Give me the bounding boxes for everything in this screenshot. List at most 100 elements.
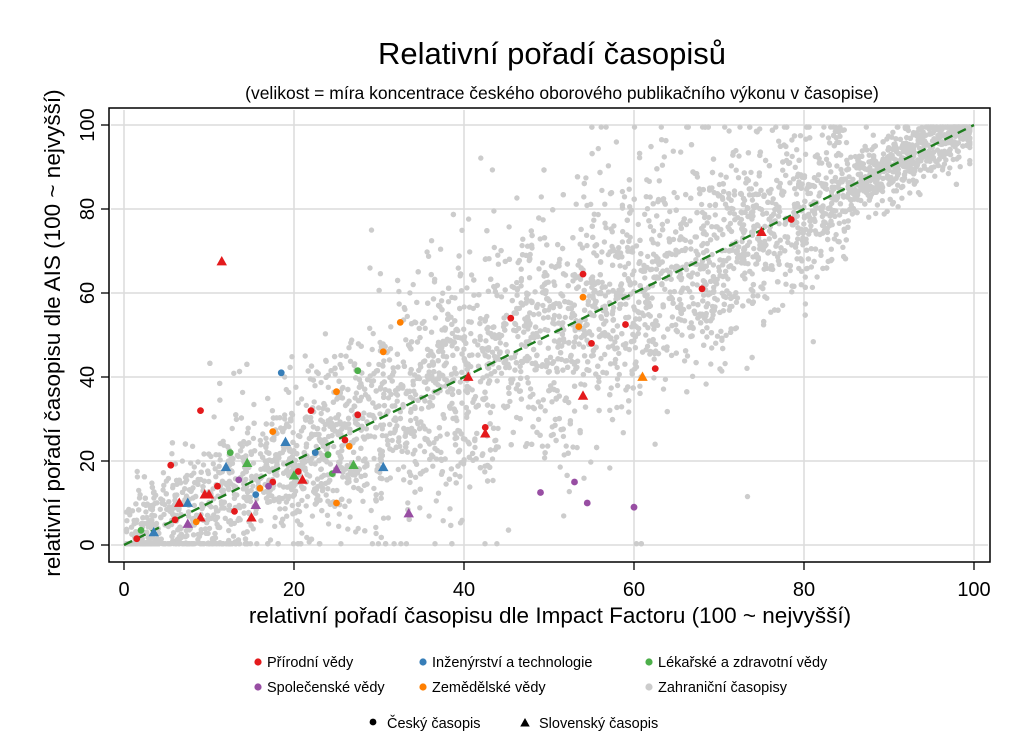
foreign-journal-point <box>427 456 433 462</box>
foreign-journal-point <box>652 441 658 447</box>
foreign-journal-point <box>820 183 826 189</box>
foreign-journal-point <box>295 501 302 508</box>
foreign-journal-point <box>320 405 326 412</box>
foreign-journal-point <box>853 195 859 201</box>
grid-lines <box>111 110 988 560</box>
foreign-journal-point <box>518 396 525 402</box>
foreign-journal-point <box>808 246 814 252</box>
foreign-journal-point <box>559 331 566 337</box>
foreign-journal-point <box>355 525 361 532</box>
foreign-journal-point <box>650 228 657 234</box>
foreign-journal-point <box>700 298 706 304</box>
foreign-journal-point <box>955 140 962 146</box>
foreign-journal-point <box>509 297 515 304</box>
foreign-journal-point <box>593 444 600 451</box>
foreign-journal-point <box>438 456 444 462</box>
foreign-journal-point <box>245 425 251 431</box>
foreign-journal-point <box>205 468 211 474</box>
foreign-journal-point <box>148 506 154 512</box>
foreign-journal-point <box>787 263 793 269</box>
foreign-journal-point <box>243 468 249 475</box>
foreign-journal-point <box>591 250 597 256</box>
foreign-journal-point <box>334 396 340 402</box>
foreign-journal-point <box>802 284 808 290</box>
foreign-journal-point <box>516 257 523 264</box>
foreign-journal-point <box>670 236 677 243</box>
foreign-journal-point <box>578 226 584 233</box>
foreign-journal-point <box>681 358 688 364</box>
foreign-journal-point <box>614 404 620 411</box>
foreign-journal-point <box>712 201 719 208</box>
foreign-journal-point <box>545 314 551 320</box>
foreign-journal-point <box>318 379 324 386</box>
foreign-journal-point <box>449 391 456 398</box>
foreign-journal-point <box>766 163 773 169</box>
foreign-journal-point <box>560 367 566 373</box>
foreign-journal-point <box>550 316 557 322</box>
foreign-journal-point <box>430 296 437 302</box>
foreign-journal-point <box>581 180 587 187</box>
foreign-journal-point <box>144 501 150 507</box>
foreign-journal-point <box>681 318 688 324</box>
foreign-journal-point <box>566 339 572 346</box>
chart-subtitle: (velikost = míra koncentrace českého obo… <box>245 83 879 103</box>
foreign-journal-point <box>723 332 729 338</box>
foreign-journal-point <box>568 305 575 312</box>
foreign-journal-point <box>668 276 674 282</box>
foreign-journal-point <box>537 340 543 346</box>
foreign-journal-point <box>560 426 566 432</box>
foreign-journal-point <box>353 390 360 396</box>
foreign-journal-point <box>557 464 563 470</box>
foreign-journal-point <box>433 456 440 462</box>
foreign-journal-point <box>231 491 238 498</box>
foreign-journal-point <box>726 191 732 197</box>
foreign-journal-point <box>514 279 520 286</box>
foreign-journal-point <box>799 258 805 264</box>
foreign-journal-point <box>652 341 659 348</box>
foreign-journal-point <box>787 180 793 186</box>
foreign-journal-point <box>688 320 694 326</box>
foreign-journal-point <box>323 480 329 487</box>
foreign-journal-point <box>226 541 232 547</box>
foreign-journal-point <box>367 265 373 271</box>
foreign-journal-point <box>331 353 338 360</box>
foreign-journal-point <box>466 441 472 447</box>
foreign-journal-point <box>621 271 628 278</box>
foreign-journal-point <box>950 156 956 163</box>
foreign-journal-point <box>664 218 671 224</box>
foreign-journal-point <box>385 408 391 414</box>
foreign-journal-point <box>660 196 667 202</box>
foreign-journal-point <box>395 364 401 370</box>
foreign-journal-point <box>332 371 338 377</box>
foreign-journal-point <box>276 499 282 505</box>
foreign-journal-point <box>163 478 170 484</box>
foreign-journal-point <box>717 309 723 316</box>
foreign-journal-point <box>776 208 783 215</box>
foreign-journal-point <box>698 201 705 208</box>
foreign-journal-point <box>471 277 477 283</box>
foreign-journal-point <box>428 329 435 335</box>
foreign-journal-point <box>721 216 727 223</box>
foreign-journal-point <box>503 357 509 363</box>
foreign-journal-point <box>332 365 338 371</box>
foreign-journal-point <box>837 201 844 207</box>
foreign-journal-point <box>404 388 410 394</box>
foreign-journal-point <box>217 380 223 387</box>
foreign-journal-point <box>898 155 905 162</box>
foreign-journal-point <box>190 541 196 547</box>
foreign-journal-point <box>651 356 657 362</box>
foreign-journal-point <box>136 507 142 513</box>
foreign-journal-point <box>271 437 277 443</box>
foreign-journal-point <box>614 382 621 389</box>
foreign-journal-point <box>706 259 713 265</box>
foreign-journal-point <box>824 186 830 192</box>
foreign-journal-point <box>718 328 724 334</box>
foreign-journal-point <box>670 148 676 154</box>
foreign-journal-point <box>808 264 815 270</box>
foreign-journal-point <box>406 469 413 475</box>
foreign-journal-point <box>655 241 661 247</box>
foreign-journal-point <box>821 210 827 216</box>
foreign-journal-point <box>281 374 288 380</box>
foreign-journal-point <box>868 158 875 164</box>
foreign-journal-point <box>704 220 710 226</box>
